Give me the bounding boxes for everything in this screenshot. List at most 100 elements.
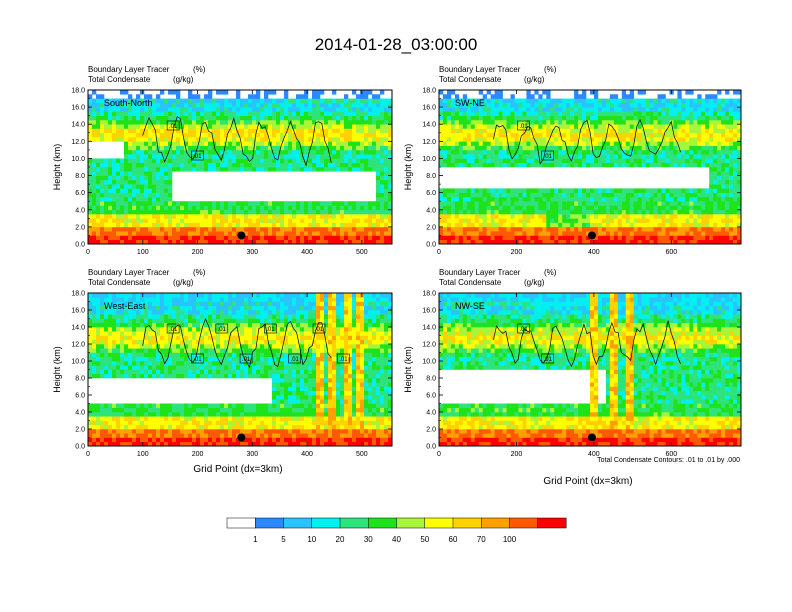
heatmap-cell	[136, 175, 141, 181]
heatmap-cell	[705, 222, 710, 228]
heatmap-cell	[308, 154, 313, 159]
heatmap-cell	[336, 231, 341, 236]
heatmap-cell	[733, 218, 738, 223]
heatmap-cell	[152, 128, 157, 134]
heatmap-cell	[356, 141, 361, 146]
heatmap-cell	[384, 175, 389, 181]
heatmap-cell	[92, 115, 97, 121]
heatmap-cell	[384, 167, 389, 172]
heatmap-cell	[332, 132, 337, 138]
heatmap-cell	[376, 235, 381, 241]
heatmap-cell	[729, 201, 734, 206]
heatmap-cell	[108, 356, 113, 362]
heatmap-cell	[717, 196, 722, 202]
heatmap-cell	[152, 158, 157, 164]
heatmap-cell	[352, 124, 357, 129]
heatmap-cell	[474, 111, 480, 116]
heatmap-cell	[264, 167, 269, 172]
heatmap-cell	[518, 128, 523, 134]
heatmap-cell	[180, 132, 185, 138]
heatmap-cell	[300, 132, 305, 138]
heatmap-cell	[593, 98, 599, 104]
heatmap-cell	[196, 201, 201, 206]
heatmap-cell	[550, 201, 555, 206]
heatmap-cell	[562, 209, 567, 215]
heatmap-cell	[276, 141, 281, 146]
heatmap-cell	[725, 235, 730, 241]
heatmap-cell	[661, 218, 666, 223]
heatmap-cell	[180, 124, 185, 129]
heatmap-cell	[550, 231, 555, 236]
heatmap-cell	[140, 171, 145, 176]
heatmap-cell	[224, 124, 229, 129]
heatmap-cell	[272, 137, 277, 142]
heatmap-cell	[348, 222, 353, 228]
heatmap-cell	[256, 98, 261, 104]
heatmap-cell	[360, 137, 365, 142]
heatmap-cell	[546, 119, 551, 125]
heatmap-cell	[725, 209, 730, 215]
heatmap-cell	[212, 128, 217, 134]
heatmap-cell	[92, 226, 97, 232]
heatmap-cell	[486, 158, 491, 164]
heatmap-cell	[112, 352, 117, 358]
heatmap-cell	[498, 102, 503, 108]
heatmap-cell	[116, 222, 121, 228]
heatmap-cell	[284, 158, 289, 164]
heatmap-cell	[356, 214, 361, 219]
heatmap-cell	[144, 107, 149, 112]
heatmap-cell	[669, 107, 674, 112]
heatmap-cell	[380, 196, 385, 202]
heatmap-cell	[546, 107, 551, 112]
heatmap-cell	[689, 214, 694, 219]
heatmap-cell	[316, 214, 321, 219]
heatmap-cell	[88, 441, 93, 447]
heatmap-cell	[248, 154, 253, 159]
heatmap-cell	[498, 192, 503, 198]
heatmap-cell	[605, 107, 611, 112]
heatmap-cell	[709, 214, 714, 219]
heatmap-cell	[120, 403, 125, 409]
heatmap-cell	[96, 369, 101, 375]
heatmap-cell	[252, 231, 257, 236]
heatmap-cell	[502, 149, 507, 155]
heatmap-cell	[446, 94, 452, 99]
heatmap-cell	[88, 98, 93, 104]
heatmap-cell	[220, 149, 225, 155]
heatmap-cell	[180, 201, 185, 206]
heatmap-cell	[454, 235, 460, 241]
heatmap-cell	[244, 145, 249, 151]
heatmap-cell	[582, 192, 587, 198]
heatmap-cell	[474, 196, 480, 202]
heatmap-cell	[260, 201, 265, 206]
heatmap-cell	[96, 339, 101, 345]
panel-label-tracer: Boundary Layer Tracer	[439, 65, 521, 74]
heatmap-cell	[597, 222, 603, 228]
heatmap-cell	[160, 162, 165, 168]
heatmap-cell	[593, 141, 599, 146]
heatmap-cell	[340, 111, 345, 116]
heatmap-cell	[609, 188, 615, 193]
heatmap-cell	[677, 222, 682, 228]
heatmap-cell	[673, 102, 678, 108]
heatmap-cell	[112, 201, 117, 206]
heatmap-cell	[705, 154, 710, 159]
heatmap-cell	[681, 188, 686, 193]
heatmap-cell	[244, 107, 249, 112]
heatmap-cell	[733, 214, 738, 219]
heatmap-cell	[88, 209, 93, 215]
heatmap-cell	[725, 162, 730, 168]
heatmap-cell	[685, 201, 690, 206]
heatmap-cell	[665, 145, 670, 151]
heatmap-cell	[328, 137, 333, 142]
heatmap-cell	[252, 102, 257, 108]
heatmap-cell	[104, 128, 109, 134]
heatmap-cell	[729, 188, 734, 193]
heatmap-cell	[538, 145, 543, 151]
heatmap-cell	[530, 226, 535, 232]
heatmap-cell	[372, 94, 377, 99]
heatmap-cell	[304, 98, 309, 104]
heatmap-cell	[152, 214, 157, 219]
heatmap-cell	[324, 201, 329, 206]
heatmap-cell	[120, 205, 125, 211]
